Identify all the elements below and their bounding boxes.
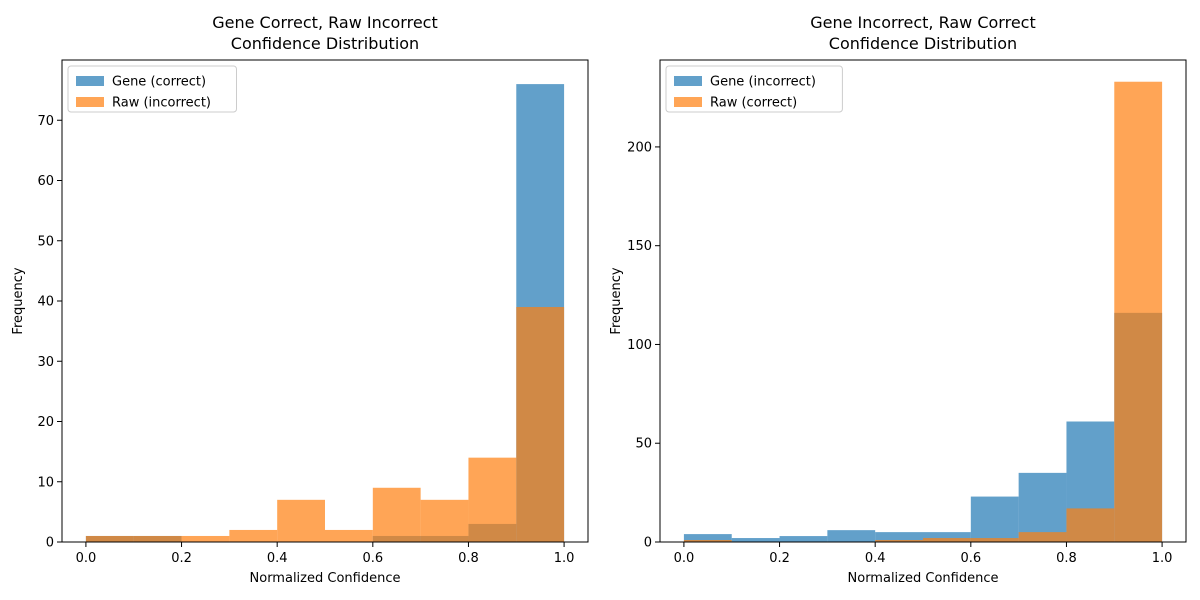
x-tick-label: 0.6 [960,551,981,566]
axes-frame [659,59,1187,543]
bars [683,81,1163,543]
x-tick-label: 1.0 [554,551,575,566]
bar-series2-bin5 [325,529,373,542]
x-axis-label: Normalized Confidence [848,571,999,586]
bars [85,84,565,542]
chart-title-line: Confidence Distribution [231,34,419,53]
x-tick-label: 0.6 [362,551,383,566]
bar-series2-bin6 [970,538,1019,542]
y-tick-label: 200 [627,140,652,155]
bar-series2-bin3 [229,529,278,542]
bar-series2-bin8 [1066,508,1115,542]
y-tick-label: 70 [37,114,54,129]
chart-title-line: Confidence Distribution [829,34,1017,53]
x-tick-label: 0.2 [171,551,192,566]
y-axis-label: Frequency [11,267,26,334]
x-axis-label: Normalized Confidence [250,571,401,586]
y-tick-label: 50 [635,437,652,452]
bar-series1-bin1 [731,538,780,542]
y-tick-label: 10 [37,475,54,490]
legend-swatch [674,76,702,86]
bar-series2-bin7 [1018,532,1067,542]
bar-series1-bin7 [1018,472,1067,542]
legend-label: Gene (correct) [112,75,206,90]
y-tick-label: 30 [37,355,54,370]
bar-series1-bin2 [779,536,828,542]
bar-series2-bin7 [420,499,469,542]
legend-swatch [76,97,104,107]
bar-series2-bin9 [1114,81,1163,543]
y-axis-label: Frequency [609,267,624,334]
bar-series1-bin6 [970,496,1019,542]
bar-series2-bin0 [85,535,134,542]
bar-series2-bin0 [683,540,732,542]
chart-1: Gene Correct, Raw Incorrect Confidence Di… [11,13,589,586]
legend: Gene (incorrect) Raw (correct) [665,65,843,113]
bar-series2-bin8 [468,457,517,542]
bar-series2-bin2 [181,535,230,542]
y-tick-label: 60 [37,174,54,189]
y-tick-label: 0 [644,536,652,551]
y-tick-label: 150 [627,239,652,254]
bar-series1-bin4 [875,532,923,542]
bar-series1-bin3 [827,530,876,542]
legend-label: Raw (correct) [710,96,797,111]
y-tick-label: 40 [37,295,54,310]
x-tick-label: 0.0 [674,551,695,566]
legend-box [665,65,843,113]
legend-swatch [76,76,104,86]
chart-title-line: Gene Correct, Raw Incorrect [212,13,438,32]
bar-series1-bin0 [683,534,732,542]
x-tick-label: 0.0 [76,551,97,566]
chart-title-line: Gene Incorrect, Raw Correct [810,13,1036,32]
chart-title: Gene Incorrect, Raw Correct Confidence Di… [810,13,1036,53]
legend-box [67,65,237,113]
bar-series2-bin6 [372,487,421,542]
x-tick-label: 0.4 [267,551,288,566]
x-tick-label: 1.0 [1152,551,1173,566]
x-tick-label: 0.8 [458,551,479,566]
bar-series2-bin4 [875,540,923,542]
legend-label: Raw (incorrect) [112,96,211,111]
bar-series1-bin5 [923,532,971,542]
x-tick-label: 0.4 [865,551,886,566]
legend: Gene (correct) Raw (incorrect) [67,65,237,113]
y-tick-label: 0 [46,536,54,551]
bar-series2-bin9 [516,307,565,542]
y-tick-label: 100 [627,338,652,353]
x-tick-label: 0.8 [1056,551,1077,566]
legend-label: Gene (incorrect) [710,75,816,90]
bar-series2-bin5 [923,538,971,542]
chart-title: Gene Correct, Raw Incorrect Confidence Di… [212,13,438,53]
bar-series2-bin1 [133,535,182,542]
chart-2: Gene Incorrect, Raw Correct Confidence Di… [609,13,1187,586]
x-tick-label: 0.2 [769,551,790,566]
bar-series2-bin4 [277,499,325,542]
legend-swatch [674,97,702,107]
y-tick-label: 50 [37,234,54,249]
y-tick-label: 20 [37,415,54,430]
